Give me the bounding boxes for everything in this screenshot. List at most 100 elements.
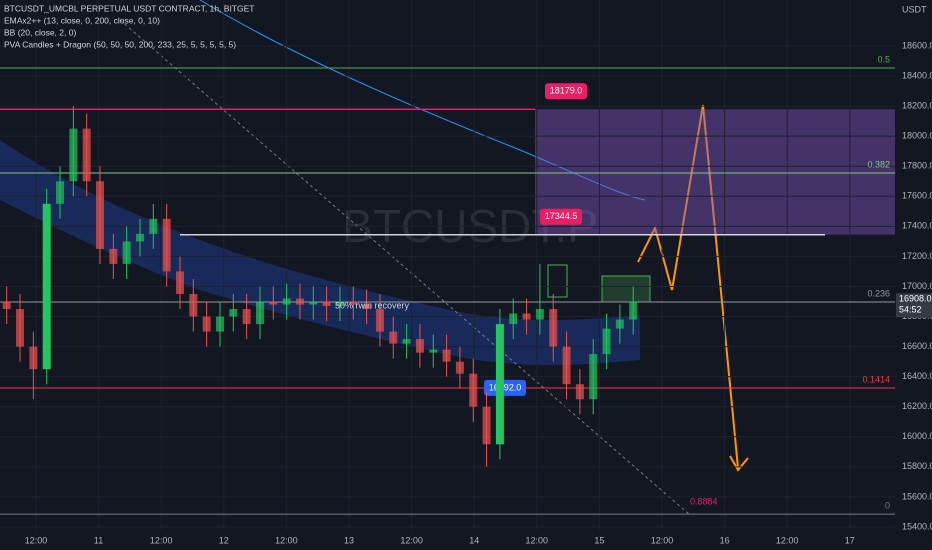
indicator: BB (20, close, 2, 0): [4, 27, 76, 37]
candle-body: [335, 301, 344, 307]
price-axis: [895, 0, 932, 550]
x-tick-label: 12:00: [776, 535, 799, 545]
axis-unit: USDT: [902, 4, 927, 14]
candle-body: [56, 181, 65, 204]
candle-body: [215, 316, 224, 332]
candle-body: [375, 309, 384, 332]
candle-body: [269, 301, 278, 305]
x-tick-label: 11: [94, 535, 103, 545]
candle-body: [495, 324, 504, 445]
candle-body: [69, 128, 78, 182]
y-tick-label: 17400.0: [902, 221, 932, 231]
level-label: 0: [885, 500, 890, 510]
y-tick-label: 17800.0: [902, 161, 932, 171]
candle-body: [255, 301, 264, 325]
box: [601, 275, 651, 303]
annotation: 0.8884: [690, 496, 718, 506]
candle-body: [82, 128, 91, 182]
last-price-label: 16908.0: [899, 294, 932, 304]
x-tick-label: 17: [845, 535, 855, 545]
y-tick-label: 17600.0: [902, 191, 932, 201]
y-tick-label: 18600.0: [902, 40, 932, 50]
candle-body: [442, 349, 451, 362]
candle-body: [429, 349, 438, 353]
box: [547, 264, 568, 298]
candle-body: [175, 271, 184, 295]
candle-body: [109, 248, 118, 264]
y-tick-label: 18400.0: [902, 70, 932, 80]
zone: [535, 109, 895, 235]
y-tick-label: 16600.0: [902, 341, 932, 351]
candle-body: [189, 294, 198, 317]
candle-body: [29, 346, 38, 370]
candle-body: [282, 298, 291, 305]
candle-body: [242, 309, 251, 325]
candle-body: [455, 361, 464, 374]
y-tick-label: 16200.0: [902, 401, 932, 411]
x-tick-label: 14: [469, 535, 479, 545]
countdown: 54:52: [899, 305, 922, 315]
x-tick-label: 12:00: [400, 535, 423, 545]
price-tag-label: 17344.5: [545, 211, 578, 221]
candle-body: [42, 203, 51, 370]
y-tick-label: 16400.0: [902, 371, 932, 381]
projection-arrow: [729, 455, 749, 472]
last-price-tag: [896, 293, 932, 318]
candle-body: [535, 309, 544, 320]
level-label: 0.236: [867, 288, 890, 298]
candle-body: [136, 233, 144, 242]
candle-body: [469, 373, 478, 407]
y-tick-label: 16000.0: [902, 431, 932, 441]
candle-body: [602, 328, 611, 355]
candle-body: [402, 339, 411, 344]
candle-body: [482, 406, 491, 445]
x-tick-label: 12:00: [25, 535, 48, 545]
y-tick-label: 18000.0: [902, 131, 932, 141]
candle-body: [562, 346, 571, 385]
candle-body: [96, 181, 105, 249]
candle-body: [16, 309, 25, 347]
candle-body: [229, 309, 238, 317]
price-tag: [540, 208, 582, 225]
candle-body: [2, 301, 11, 310]
y-tick-label: 15600.0: [902, 491, 932, 501]
candle-body: [349, 301, 358, 305]
candle-body: [389, 331, 398, 344]
y-tick-label: 15400.0: [902, 521, 932, 531]
candle-body: [549, 309, 558, 347]
price-tag-label: 18179.0: [550, 86, 583, 96]
candle-body: [295, 298, 304, 305]
x-tick-label: 12:00: [651, 535, 674, 545]
candle-body: [162, 218, 171, 272]
candle-body: [629, 301, 638, 320]
candle-body: [362, 304, 371, 310]
x-tick-label: 12:00: [526, 535, 549, 545]
ema-line: [199, 0, 646, 201]
y-tick-label: 18200.0: [902, 100, 932, 110]
price-tag: [545, 83, 587, 100]
x-tick-label: 12:00: [275, 535, 298, 545]
candle-body: [615, 319, 624, 329]
candle-body: [575, 384, 584, 400]
candle-body: [509, 313, 518, 325]
level-label: 0.5: [877, 54, 890, 64]
x-tick-label: 13: [344, 535, 354, 545]
x-tick-label: 12: [219, 535, 229, 545]
annotation: 50% rwin recovery: [335, 300, 410, 310]
candle-body: [415, 339, 424, 353]
candle-body: [322, 301, 331, 307]
level-label: 0.1414: [862, 374, 890, 384]
x-tick-label: 15: [594, 535, 604, 545]
x-tick-label: 12:00: [150, 535, 173, 545]
price-tag: [484, 379, 526, 396]
candle-body: [149, 218, 158, 234]
y-tick-label: 15800.0: [902, 461, 932, 471]
price-tag-label: 16292.0: [489, 382, 522, 392]
candle-body: [522, 313, 531, 320]
candle-body: [589, 354, 598, 400]
candle-body: [309, 301, 318, 305]
y-tick-label: 17000.0: [902, 281, 932, 291]
level-label: 0.382: [867, 159, 890, 169]
